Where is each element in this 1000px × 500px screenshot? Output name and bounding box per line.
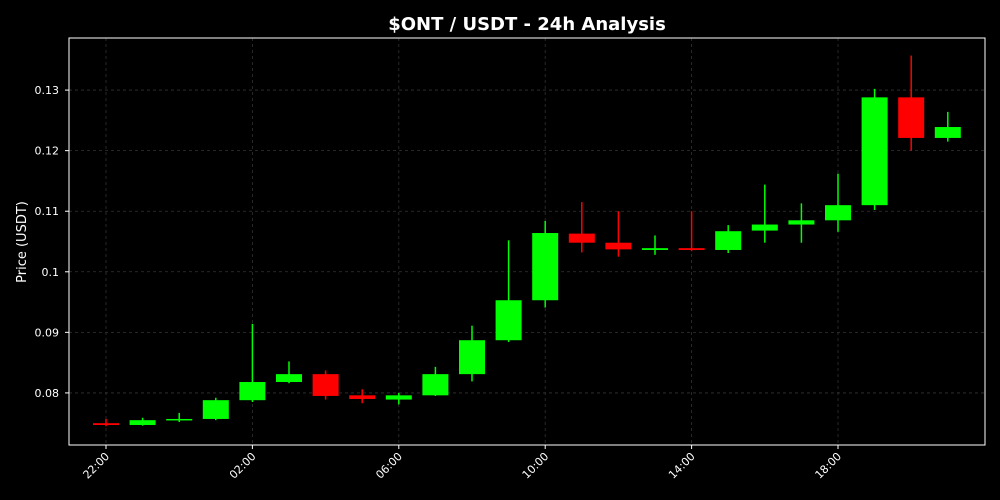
candle-body (934, 127, 961, 138)
plot-frame (68, 37, 986, 446)
candle-body (898, 97, 925, 138)
y-tick-label: 0.08 (35, 387, 60, 400)
candle-body (202, 400, 229, 419)
candle-body (788, 220, 815, 225)
candle-body (605, 242, 632, 250)
candle-body (312, 374, 339, 396)
candle-body (459, 340, 485, 375)
candle-body (276, 374, 302, 383)
candle-body (642, 248, 668, 250)
candle-body (385, 395, 412, 400)
y-tick-label: 0.11 (35, 205, 60, 218)
candle-body (495, 300, 522, 341)
candle-body (715, 231, 742, 250)
candle-body (751, 224, 778, 231)
y-tick-label: 0.12 (35, 145, 60, 158)
y-axis-label: Price (USDT) (15, 201, 30, 283)
candle-body (422, 374, 449, 396)
candle-body (349, 395, 376, 399)
candle-body (129, 420, 156, 426)
candle-body (568, 233, 595, 243)
candle-body (93, 423, 119, 426)
candle-body (825, 205, 851, 221)
y-tick-label: 0.09 (35, 326, 60, 339)
candle-body (239, 382, 266, 401)
candle-body (166, 418, 193, 421)
y-tick-label: 0.1 (42, 266, 60, 279)
candle-body (532, 233, 559, 301)
chart-title: $ONT / USDT - 24h Analysis (388, 14, 666, 35)
candle-body (861, 97, 888, 206)
candle-body (678, 248, 705, 250)
y-tick-label: 0.13 (35, 84, 60, 97)
